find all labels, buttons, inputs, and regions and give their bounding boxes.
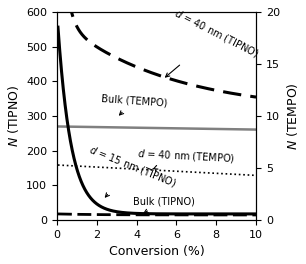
Y-axis label: $N$ (TIPNO): $N$ (TIPNO): [6, 85, 21, 147]
Text: $d$ = 15 nm (TIPNO): $d$ = 15 nm (TIPNO): [87, 143, 178, 197]
X-axis label: Conversion (%): Conversion (%): [109, 246, 204, 258]
Text: Bulk (TEMPO): Bulk (TEMPO): [101, 93, 168, 115]
Text: $d$ = 40 nm (TIPNO): $d$ = 40 nm (TIPNO): [166, 7, 261, 77]
Text: $d$ = 40 nm (TEMPO): $d$ = 40 nm (TEMPO): [136, 147, 235, 169]
Y-axis label: $N$ (TEMPO): $N$ (TEMPO): [285, 82, 300, 150]
Text: Bulk (TIPNO): Bulk (TIPNO): [132, 197, 195, 213]
